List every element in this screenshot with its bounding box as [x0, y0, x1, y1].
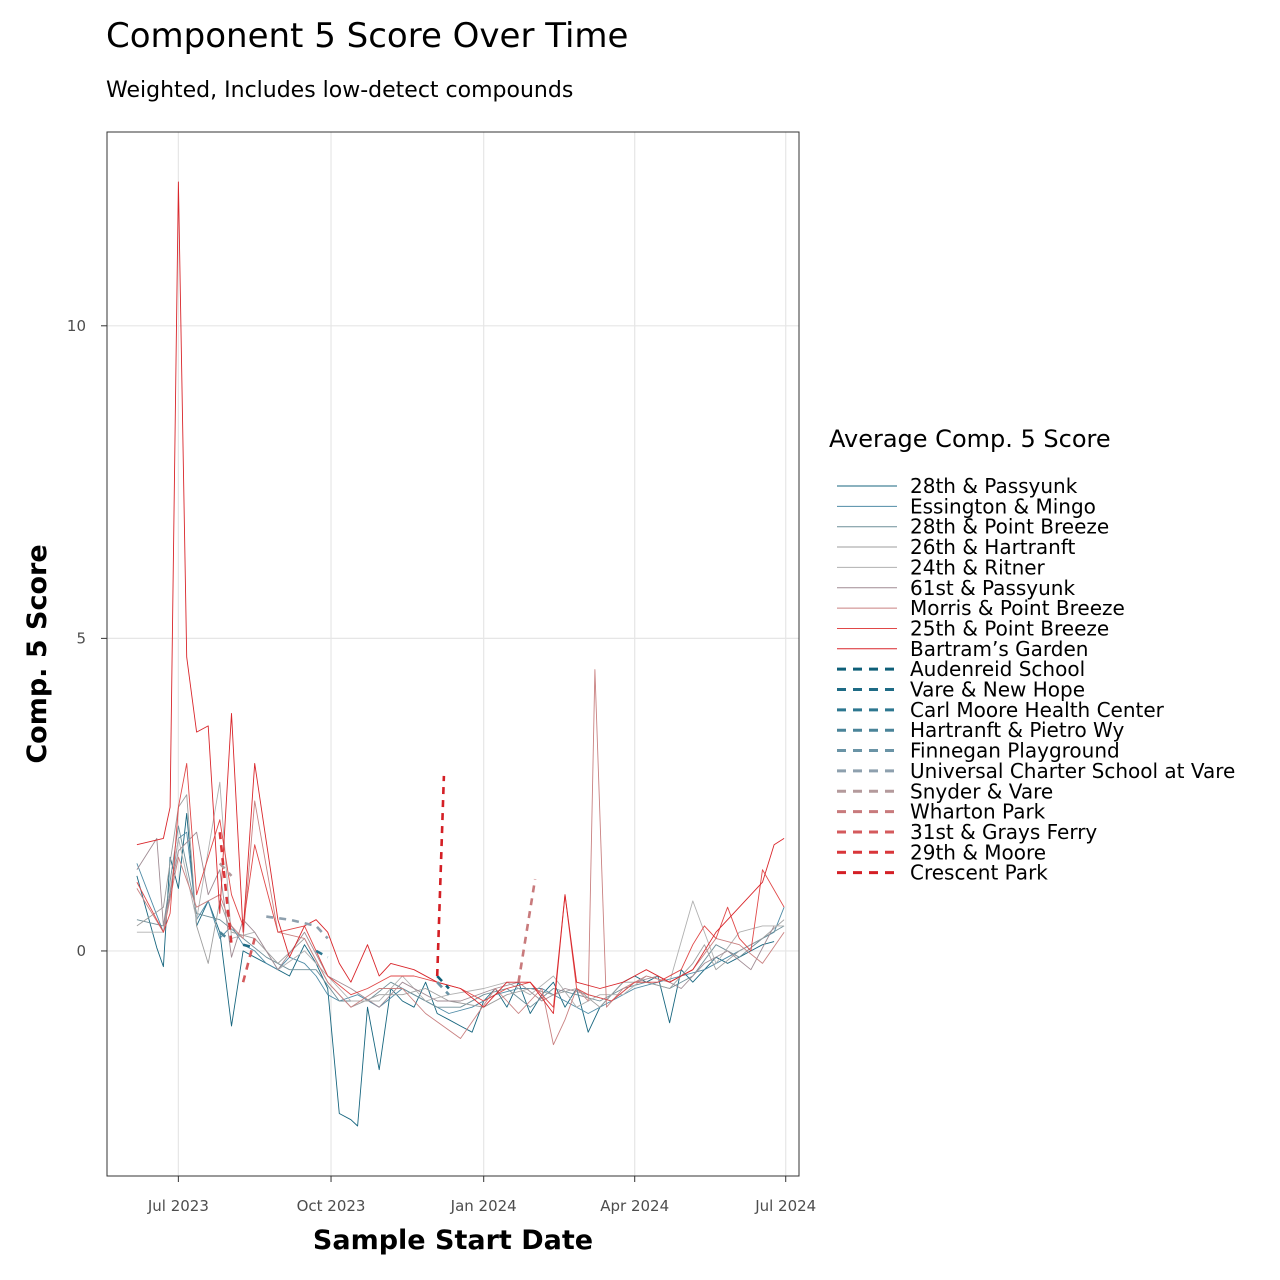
legend-label-5: 61st & Passyunk [910, 576, 1075, 600]
series-line-2 [136, 825, 785, 1008]
y-tick-label: 10 [67, 317, 86, 335]
series-line-13 [436, 981, 450, 996]
legend-label-12: Hartranft & Pietro Wy [910, 718, 1124, 742]
series-line-8 [136, 181, 785, 1014]
legend-label-11: Carl Moore Health Center [910, 698, 1165, 722]
series-line-16 [517, 878, 537, 983]
y-tick-label: 5 [76, 629, 86, 647]
x-tick-label: Jan 2024 [450, 1197, 517, 1215]
series-line-11 [315, 949, 329, 959]
legend-label-3: 26th & Hartranft [910, 535, 1075, 559]
legend-label-7: 25th & Point Breeze [910, 616, 1109, 640]
series-line-7 [136, 762, 785, 1008]
legend-label-13: Finnegan Playground [910, 739, 1120, 763]
series-line-1 [136, 831, 785, 1014]
legend-label-1: Essington & Mingo [910, 494, 1096, 518]
legend-label-18: 29th & Moore [910, 840, 1046, 864]
legend-label-16: Wharton Park [910, 800, 1046, 824]
series-line-3 [136, 794, 785, 1008]
y-tick-label: 0 [76, 942, 86, 960]
legend-label-4: 24th & Ritner [910, 555, 1046, 579]
plot-panel-border [106, 131, 800, 1177]
legend-label-15: Snyder & Vare [910, 779, 1053, 803]
legend-label-0: 28th & Passyunk [910, 474, 1078, 498]
x-tick-label: Oct 2023 [297, 1197, 366, 1215]
x-tick-label: Jul 2024 [754, 1197, 816, 1215]
legend-label-17: 31st & Grays Ferry [910, 820, 1097, 844]
legend-label-2: 28th & Point Breeze [910, 515, 1109, 539]
series-line-15 [218, 862, 233, 877]
legend: Average Comp. 5 Score 28th & PassyunkEss… [829, 425, 1235, 885]
series-line-0 [136, 812, 775, 1127]
series-lines [136, 181, 785, 1127]
legend-label-6: Morris & Point Breeze [910, 596, 1125, 620]
chart-subtitle: Weighted, Includes low-detect compounds [106, 78, 574, 103]
y-axis-title: Comp. 5 Score [22, 544, 53, 763]
series-line-9 [436, 975, 450, 990]
series-line-4 [136, 781, 785, 1008]
series-line-10 [242, 943, 256, 950]
legend-label-9: Audenreid School [910, 657, 1085, 681]
series-line-12 [218, 931, 233, 943]
axis-ticks: Jul 2023 Oct 2023 Jan 2024 Apr 2024 Jul 2024… [67, 317, 816, 1215]
chart-title: Component 5 Score Over Time [106, 16, 629, 56]
legend-label-19: Crescent Park [910, 861, 1048, 885]
x-tick-label: Jul 2023 [147, 1197, 209, 1215]
series-line-19 [435, 775, 446, 977]
x-tick-label: Apr 2024 [600, 1197, 669, 1215]
gridlines [107, 132, 799, 1176]
legend-label-10: Vare & New Hope [910, 678, 1085, 702]
legend-label-8: Bartram’s Garden [910, 637, 1088, 661]
x-axis-title: Sample Start Date [313, 1225, 593, 1256]
legend-title: Average Comp. 5 Score [829, 425, 1111, 453]
series-line-18 [218, 832, 233, 945]
legend-label-14: Universal Charter School at Vare [910, 759, 1235, 783]
